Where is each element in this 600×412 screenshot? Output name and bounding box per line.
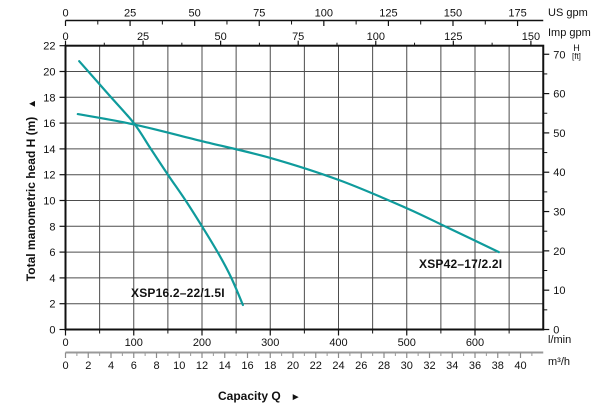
tick-label: 500	[398, 337, 416, 349]
left-axis-title: Total manometric head H (m) ▲	[24, 99, 38, 281]
m3h-unit-label: m³/h	[548, 356, 570, 368]
tick-label: 12	[196, 360, 208, 372]
tick-label: 0	[62, 337, 68, 349]
tick-label: 4	[49, 273, 55, 285]
tick-label: 75	[253, 8, 265, 20]
axis-right-ft: 0 10 20 30 40 50 60 70	[543, 49, 566, 337]
tick-label: 10	[173, 360, 185, 372]
tick-label: 40	[553, 167, 565, 179]
up-arrow-icon: ▲	[27, 98, 38, 109]
tick-label: 24	[332, 360, 344, 372]
tick-label: 0	[62, 31, 68, 43]
right-arrow-icon: ►	[290, 392, 301, 403]
grid	[65, 45, 544, 330]
pump-curve-0	[78, 60, 244, 307]
axis-bottom-m3h: 0 2 4 6 8 10 12 14 16 18 20 22 24 26 28 30 32 34 36 38 40	[62, 351, 544, 372]
lmin-unit-label: l/min	[548, 334, 572, 346]
tick-label: 150	[444, 8, 462, 20]
tick-label: 32	[423, 360, 435, 372]
tick-label: 50	[553, 128, 565, 140]
tick-label: 30	[401, 360, 413, 372]
tick-label: 25	[124, 8, 136, 20]
x-axis-title: Capacity Q ►	[218, 389, 301, 403]
tick-label: 8	[153, 360, 159, 372]
tick-label: 100	[315, 8, 333, 20]
tick-label: 200	[193, 337, 211, 349]
tick-label: 400	[329, 337, 347, 349]
tick-label: 14	[43, 144, 55, 156]
x-axis-title-text: Capacity Q	[218, 389, 281, 403]
tick-label: 8	[49, 221, 55, 233]
tick-label: 20	[43, 67, 55, 79]
tick-label: 125	[379, 8, 397, 20]
tick-label: 26	[355, 360, 367, 372]
pump-curve-1	[76, 113, 500, 254]
right-axis-title-h: H	[573, 43, 580, 53]
tick-label: 6	[49, 247, 55, 259]
tick-label: 18	[264, 360, 276, 372]
curve-label-xsp42: XSP42–17/2.2I	[419, 257, 503, 271]
axis-top-us-gpm: 0 25 50 75 100 125 150 175	[62, 8, 544, 26]
tick-label: 16	[43, 118, 55, 130]
tick-label: 50	[189, 8, 201, 20]
tick-label: 4	[108, 360, 114, 372]
tick-label: 175	[508, 8, 526, 20]
tick-label: 60	[553, 89, 565, 101]
tick-label: 0	[62, 8, 68, 20]
tick-label: 100	[125, 337, 143, 349]
tick-label: 50	[215, 31, 227, 43]
tick-label: 22	[310, 360, 322, 372]
tick-label: 75	[292, 31, 304, 43]
tick-label: 18	[43, 92, 55, 104]
us-gpm-unit-label: US gpm	[548, 7, 588, 19]
tick-label: 70	[553, 49, 565, 61]
tick-label: 0	[553, 325, 559, 337]
axis-left-m: 0 2 4 6 8 10 12 14 16 18 20 22	[43, 41, 66, 337]
tick-label: 150	[522, 31, 540, 43]
curves	[76, 60, 500, 307]
tick-label: 10	[553, 285, 565, 297]
tick-label: 600	[466, 337, 484, 349]
tick-label: 30	[553, 207, 565, 219]
tick-label: 100	[367, 31, 385, 43]
tick-label: 38	[492, 360, 504, 372]
tick-label: 28	[378, 360, 390, 372]
tick-label: 10	[43, 196, 55, 208]
tick-label: 125	[444, 31, 462, 43]
axis-bottom-lmin: 0 100 200 300 400 500 600	[62, 329, 510, 349]
tick-label: 36	[469, 360, 481, 372]
tick-label: 20	[287, 360, 299, 372]
tick-label: 40	[514, 360, 526, 372]
right-axis-title-ft: [ft]	[572, 52, 581, 62]
tick-label: 0	[62, 360, 68, 372]
tick-label: 2	[49, 299, 55, 311]
tick-label: 34	[446, 360, 458, 372]
tick-label: 14	[219, 360, 231, 372]
tick-label: 2	[85, 360, 91, 372]
tick-label: 16	[241, 360, 253, 372]
imp-gpm-unit-label: Imp gpm	[548, 27, 591, 39]
tick-label: 12	[43, 170, 55, 182]
tick-label: 300	[261, 337, 279, 349]
right-axis-title: H [ft]	[572, 43, 581, 62]
tick-label: 25	[137, 31, 149, 43]
left-axis-title-text: Total manometric head H (m)	[24, 116, 38, 282]
curve-label-xsp16: XSP16.2–22/1.5I	[131, 286, 225, 300]
axis-top-imp-gpm: 0 25 50 75 100 125 150	[62, 31, 540, 46]
tick-label: 6	[131, 360, 137, 372]
tick-label: 22	[43, 41, 55, 53]
tick-label: 0	[49, 325, 55, 337]
tick-label: 20	[553, 246, 565, 258]
